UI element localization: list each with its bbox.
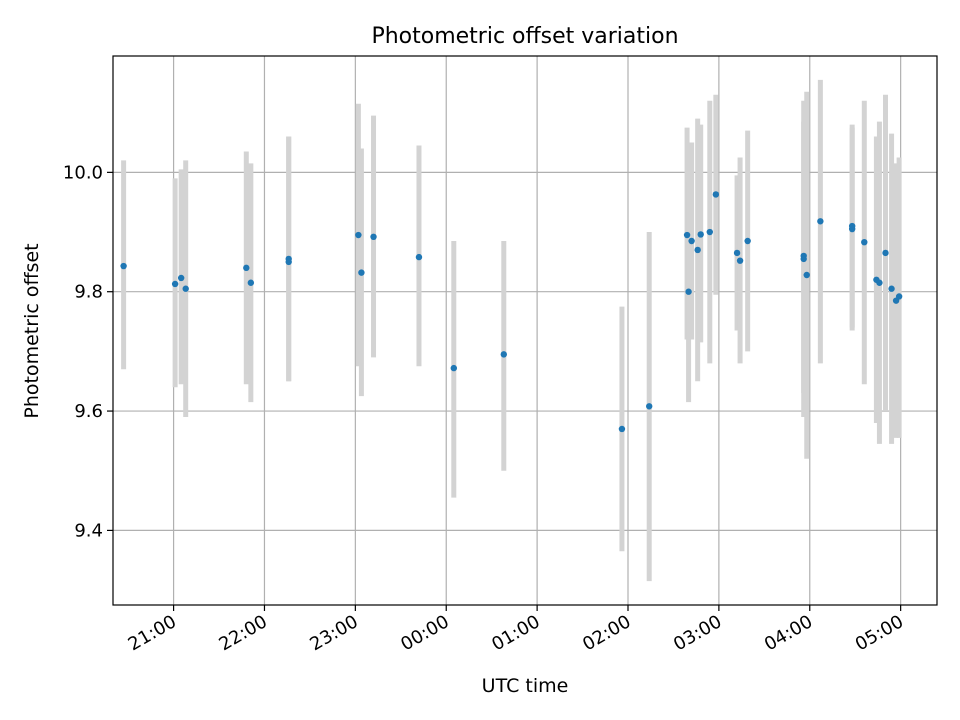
data-point — [358, 269, 365, 276]
data-point — [736, 257, 744, 264]
data-point — [688, 237, 695, 245]
data-point — [697, 231, 704, 238]
x-tick-label: 22:00 — [216, 611, 271, 655]
x-tick-label: 23:00 — [306, 611, 361, 655]
data-point — [888, 285, 895, 292]
data-point — [895, 293, 903, 300]
data-point — [800, 255, 807, 263]
y-tick-label: 9.6 — [74, 401, 103, 422]
x-tick-label: 00:00 — [397, 611, 452, 655]
data-point — [848, 225, 856, 233]
x-tick-label: 01:00 — [488, 611, 543, 655]
data-point — [355, 231, 362, 239]
data-point — [712, 191, 720, 198]
data-point — [646, 403, 653, 410]
data-point — [683, 231, 691, 239]
y-tick-label: 9.8 — [74, 282, 103, 303]
data-point — [882, 249, 889, 257]
point-layer — [120, 191, 903, 433]
data-point — [415, 253, 423, 261]
x-tick-label: 02:00 — [579, 611, 634, 655]
data-point — [171, 280, 179, 288]
data-point — [370, 233, 377, 241]
data-point — [733, 249, 741, 257]
data-point — [706, 228, 713, 236]
data-point — [182, 285, 189, 292]
data-point — [803, 271, 810, 279]
tick-layer: 21:00 22:00 23:00 00:00 01:00 02:00 03:00 04:00… — [63, 162, 907, 655]
data-point — [876, 279, 883, 286]
y-tick-label: 9.4 — [74, 520, 103, 541]
data-point — [817, 218, 824, 225]
plot-frame — [112, 55, 938, 606]
data-point — [177, 274, 185, 282]
data-point — [500, 351, 507, 358]
x-tick-label: 21:00 — [125, 611, 180, 655]
x-tick-label: 05:00 — [852, 611, 907, 655]
data-point — [120, 262, 127, 270]
data-point — [685, 288, 692, 295]
y-axis-label: Photometric offset — [21, 243, 43, 418]
errorbar-layer — [121, 79, 902, 582]
data-point — [694, 246, 701, 254]
data-point — [744, 237, 751, 245]
x-tick-label: 04:00 — [761, 611, 816, 655]
y-tick-label: 10.0 — [63, 162, 103, 183]
data-point — [285, 258, 292, 266]
data-point — [450, 364, 458, 372]
data-point — [247, 279, 255, 286]
x-axis-label: UTC time — [482, 675, 569, 697]
data-point — [861, 238, 868, 246]
data-point — [243, 264, 250, 272]
x-tick-label: 03:00 — [670, 611, 725, 655]
chart-title: Photometric offset variation — [371, 24, 678, 49]
data-point — [618, 425, 626, 433]
grid-layer — [113, 56, 937, 605]
